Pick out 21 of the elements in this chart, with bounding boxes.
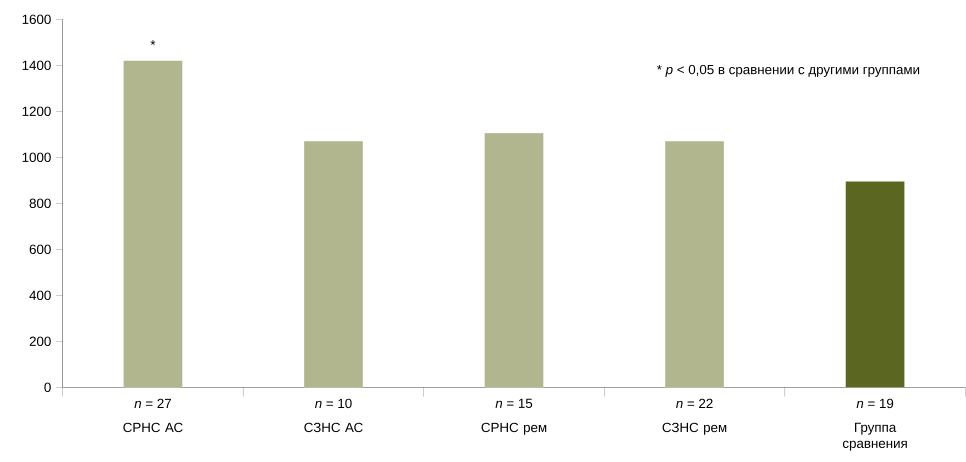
text: n = 15 [496,398,532,408]
x-tick-label: СРНС АС [123,422,183,432]
y-tick-label: 800 [30,198,51,208]
text: n = 19 [856,398,894,408]
text: n = 22 [676,398,713,408]
y-tick-label: 0 [44,382,51,392]
y-tick-label: 1000 [22,152,51,162]
text: n = 27 [134,398,171,408]
annotation: * [150,40,156,45]
x-tick-label: СЗНС АС [304,422,363,432]
y-tick-label: 400 [29,290,51,300]
x-tick-label: СРНС рем [482,422,546,435]
y-tick-label: 1600 [22,14,51,24]
y-tick-label: 1200 [22,106,51,116]
annotation: *p < 0,05 в сравнении с другими группами [656,64,920,77]
x-tick-label: СЗНС рем [662,422,726,435]
y-tick-label: 200 [30,336,51,346]
y-tick-label: 600 [30,244,51,254]
x-tick-label: Группа сравнения [842,422,907,451]
text: n = 10 [314,398,352,408]
y-tick-label: 1400 [22,60,51,70]
